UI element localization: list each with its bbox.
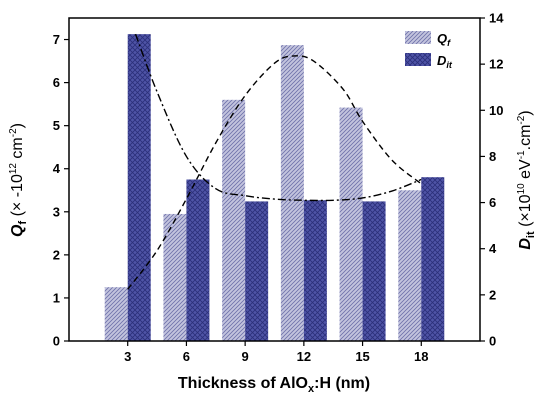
bar-dit-9 [245, 201, 269, 341]
y-left-tick-label: 1 [53, 290, 60, 305]
y-left-tick-label: 0 [53, 334, 60, 349]
y-right-tick-label: 8 [489, 149, 496, 164]
bar-dit-3 [127, 34, 151, 342]
y-left-tick-label: 4 [53, 161, 61, 176]
y-left-tick-label: 6 [53, 75, 60, 90]
y-axis-left: 0 1 2 3 4 5 6 7 [53, 32, 69, 349]
legend-label-qf: Qf [437, 31, 451, 48]
bar-qf-18 [398, 190, 422, 341]
legend-swatch-dit [405, 53, 431, 66]
y-axis-right: 0 2 4 6 8 10 12 14 [480, 11, 504, 349]
y-right-tick-label: 10 [489, 103, 503, 118]
x-tick-label: 12 [297, 349, 311, 364]
y-left-tick-label: 3 [53, 204, 60, 219]
y-right-tick-label: 14 [489, 11, 504, 26]
bar-qf-6 [163, 213, 187, 341]
fit-curve-qf [127, 55, 422, 290]
y-right-tick-label: 0 [489, 334, 496, 349]
y-left-tick-label: 2 [53, 247, 60, 262]
y-right-tick-label: 12 [489, 57, 503, 72]
x-axis-title: Thickness of AlOx:H (nm) [178, 375, 370, 395]
bar-layer [104, 34, 445, 342]
y-left-tick-label: 7 [53, 32, 60, 47]
bar-qf-15 [339, 107, 363, 341]
x-tick-label: 9 [242, 349, 249, 364]
bar-qf-12 [280, 45, 304, 342]
y-right-tick-label: 6 [489, 195, 496, 210]
y-right-tick-label: 2 [489, 287, 496, 302]
x-tick-label: 15 [355, 349, 369, 364]
bar-dit-6 [186, 179, 210, 341]
bar-dit-15 [362, 201, 386, 341]
legend-swatch-qf [405, 31, 431, 44]
y-left-tick-label: 5 [53, 118, 60, 133]
y-axis-right-title: Dit (×1010 eV-1.cm-2) [516, 110, 537, 249]
x-tick-label: 3 [124, 349, 131, 364]
fit-curves-layer [127, 33, 422, 290]
x-axis: 3 6 9 12 15 18 [124, 341, 429, 364]
x-tick-label: 18 [414, 349, 428, 364]
legend: Qf Dit [405, 31, 453, 70]
bar-qf-3 [104, 287, 128, 341]
bar-qf-9 [222, 99, 246, 342]
y-axis-left-title: Qf (× -1012 cm-2) [8, 123, 29, 237]
fit-curve-dit [134, 33, 422, 202]
y-right-tick-label: 4 [489, 241, 497, 256]
bar-dit-18 [421, 177, 445, 341]
plot-frame [68, 17, 481, 342]
x-tick-label: 6 [183, 349, 190, 364]
legend-label-dit: Dit [437, 53, 453, 70]
bar-dit-12 [303, 200, 327, 341]
